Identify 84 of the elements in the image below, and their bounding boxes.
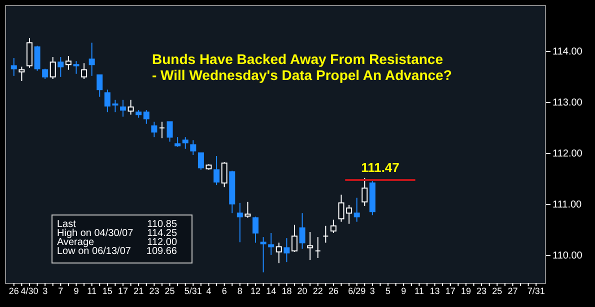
text: Last 110.85 xyxy=(57,219,177,230)
candlestick xyxy=(190,140,196,156)
candlestick xyxy=(10,58,17,76)
candlestick xyxy=(236,202,243,243)
x-tick-label: 15 xyxy=(102,286,112,296)
y-tick-label: 112.00 xyxy=(552,148,583,160)
x-tick-label: 7/31 xyxy=(527,286,545,296)
x-tick-label: 12 xyxy=(250,286,261,296)
x-tick-label: 22 xyxy=(312,286,323,296)
candlestick xyxy=(128,99,134,116)
x-tick-label: 4 xyxy=(206,286,212,296)
candlestick xyxy=(314,236,321,259)
candlestick xyxy=(143,110,150,124)
candlestick xyxy=(26,38,32,68)
candlestick xyxy=(330,219,336,234)
x-tick-label: 5 xyxy=(386,286,391,296)
x-tick-label: 14 xyxy=(266,286,276,296)
y-tick-label: 110.00 xyxy=(552,250,583,262)
y-tick-label: 111.00 xyxy=(552,199,582,210)
candlestick xyxy=(120,99,126,118)
candlestick xyxy=(151,121,158,138)
text: Bunds Have Backed Away From Resistance xyxy=(152,51,444,67)
x-tick-label: 21 xyxy=(134,286,144,296)
x-tick-label: 27 xyxy=(508,286,518,296)
ref-line-label: 111.47 xyxy=(361,160,400,175)
x-tick-label: 5/31 xyxy=(184,286,202,296)
candlestick xyxy=(244,201,251,218)
x-tick-label: 3 xyxy=(370,286,375,296)
candlestick xyxy=(174,136,181,148)
candlestick xyxy=(58,56,64,78)
x-tick-label: 9 xyxy=(74,286,79,296)
x-tick-label: 13 xyxy=(430,286,440,296)
candlestick xyxy=(18,66,25,82)
x-tick-label: 11 xyxy=(414,286,424,296)
candlestick xyxy=(221,162,228,188)
candlestick xyxy=(362,177,368,206)
x-tick-label: 26 xyxy=(328,286,338,296)
candlestick xyxy=(291,224,298,252)
candlestick xyxy=(307,231,314,261)
candlestick xyxy=(299,212,306,250)
candlestick xyxy=(284,238,290,263)
y-tick-label: 113.00 xyxy=(552,97,583,108)
candlestick xyxy=(88,42,95,76)
candlestick xyxy=(276,242,282,264)
candlestick xyxy=(65,56,72,70)
candlestick xyxy=(81,62,88,80)
candlestick xyxy=(198,152,204,170)
candlestick xyxy=(260,236,266,273)
x-tick-label: 9 xyxy=(401,286,406,296)
x-tick-label: 25 xyxy=(492,286,502,296)
x-tick-label: 6 xyxy=(222,286,227,296)
candlestick xyxy=(34,45,40,72)
candlestick xyxy=(166,121,173,142)
x-tick-label: 23 xyxy=(149,286,160,296)
candlestick xyxy=(214,155,220,186)
x-tick-label: 6/29 xyxy=(348,286,366,296)
x-tick-label: 7 xyxy=(58,286,64,296)
x-tick-label: 20 xyxy=(297,286,308,296)
text: Average 112.00 xyxy=(57,237,177,248)
text: Low on 06/13/07 109.66 xyxy=(57,246,177,257)
candlestick xyxy=(322,225,329,244)
x-tick-label: 19 xyxy=(460,286,471,296)
candlestick xyxy=(252,216,259,244)
candlestick xyxy=(354,197,360,222)
candlestick xyxy=(182,136,188,150)
candlestick xyxy=(50,56,56,80)
candlestick xyxy=(73,60,80,74)
x-tick-label: 3 xyxy=(42,286,48,296)
x-tick-label: 17 xyxy=(118,286,128,296)
candlestick xyxy=(158,121,165,139)
y-tick-label: 114.00 xyxy=(552,46,583,58)
candlestick xyxy=(42,68,48,80)
x-tick-label: 23 xyxy=(476,286,487,296)
text: - Will Wednesday's Data Propel An Advance? xyxy=(152,67,452,83)
text: High on 04/30/07 114.25 xyxy=(57,228,177,239)
candlestick xyxy=(268,232,274,256)
x-tick-label: 25 xyxy=(164,286,175,296)
x-tick-label: 18 xyxy=(282,286,292,296)
x-tick-label: 11 xyxy=(87,286,97,296)
candlestick xyxy=(96,74,103,98)
x-tick-label: 4/30 xyxy=(20,286,38,296)
x-tick-label: 26 xyxy=(8,286,19,296)
x-tick-label: 17 xyxy=(445,286,456,296)
x-tick-label: 8 xyxy=(237,286,242,296)
